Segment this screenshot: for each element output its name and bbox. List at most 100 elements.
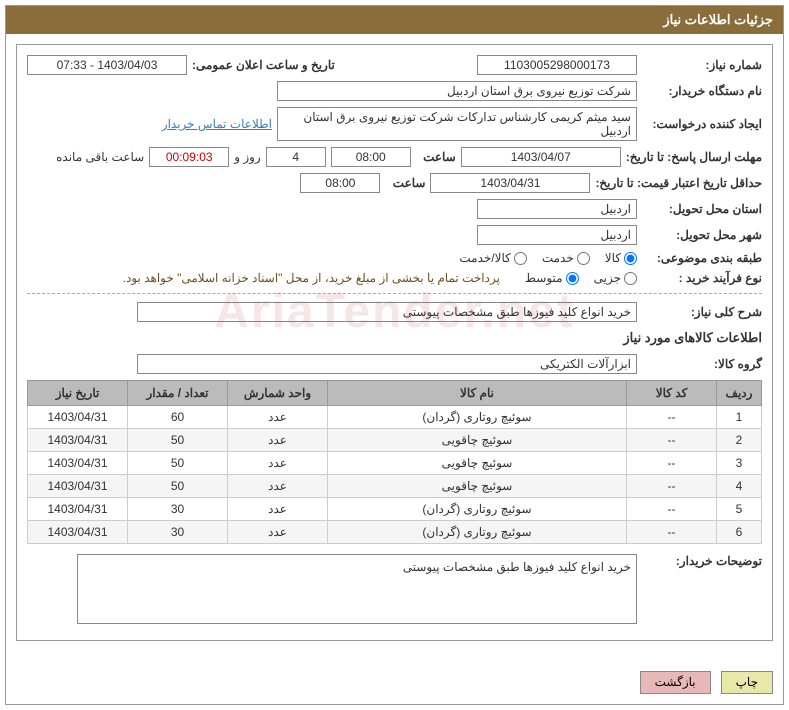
cat-service-item[interactable]: خدمت (542, 251, 590, 265)
cat-goods-service-item[interactable]: کالا/خدمت (459, 251, 526, 265)
pt-small-radio[interactable] (624, 272, 637, 285)
reply-date-field: 1403/04/07 (461, 147, 621, 167)
reply-deadline-label: مهلت ارسال پاسخ: تا تاریخ: (626, 150, 762, 164)
divider-1 (27, 293, 762, 294)
table-cell: 1403/04/31 (28, 406, 128, 429)
table-cell: سوئیچ روتاری (گردان) (328, 406, 627, 429)
table-cell: 50 (128, 429, 228, 452)
goods-table: ردیف کد کالا نام کالا واحد شمارش تعداد /… (27, 380, 762, 544)
general-desc-label: شرح کلی نیاز: (642, 305, 762, 319)
cat-goods-service-label: کالا/خدمت (459, 251, 510, 265)
table-cell: سوئیچ چاقویی (328, 429, 627, 452)
validity-time-field: 08:00 (300, 173, 380, 193)
pt-medium-label: متوسط (525, 271, 563, 285)
reply-time-field: 08:00 (331, 147, 411, 167)
goods-group-field: ابزارآلات الکتریکی (137, 354, 637, 374)
cat-goods-item[interactable]: کالا (605, 251, 637, 265)
th-date: تاریخ نیاز (28, 381, 128, 406)
table-cell: 50 (128, 452, 228, 475)
payment-note: پرداخت تمام یا بخشی از مبلغ خرید، از محل… (123, 271, 500, 285)
pt-small-item[interactable]: جزیی (594, 271, 637, 285)
table-cell: 1403/04/31 (28, 475, 128, 498)
table-cell: -- (627, 475, 717, 498)
details-box: شماره نیاز: 1103005298000173 تاریخ و ساع… (16, 44, 773, 641)
cat-goods-service-radio[interactable] (514, 252, 527, 265)
table-cell: سوئیچ چاقویی (328, 475, 627, 498)
back-button[interactable]: بازگشت (640, 671, 711, 694)
announce-label: تاریخ و ساعت اعلان عمومی: (192, 58, 335, 72)
page-title-bar: جزئیات اطلاعات نیاز (6, 6, 783, 34)
table-cell: سوئیچ روتاری (گردان) (328, 521, 627, 544)
main-container: جزئیات اطلاعات نیاز AriaTender.net شماره… (5, 5, 784, 705)
city-field: اردبیل (477, 225, 637, 245)
table-cell: 50 (128, 475, 228, 498)
table-cell: 1403/04/31 (28, 521, 128, 544)
purchase-type-label: نوع فرآیند خرید : (642, 271, 762, 285)
pt-medium-item[interactable]: متوسط (525, 271, 579, 285)
table-cell: -- (627, 498, 717, 521)
row-city: شهر محل تحویل: اردبیل (27, 225, 762, 245)
goods-group-label: گروه کالا: (642, 357, 762, 371)
countdown-field: 00:09:03 (149, 147, 229, 167)
cat-service-radio[interactable] (577, 252, 590, 265)
row-category: طبقه بندی موضوعی: کالا خدمت کالا/خدمت (27, 251, 762, 265)
row-validity: حداقل تاریخ اعتبار قیمت: تا تاریخ: 1403/… (27, 173, 762, 193)
table-cell: عدد (228, 475, 328, 498)
page-title: جزئیات اطلاعات نیاز (663, 12, 773, 27)
cat-goods-radio[interactable] (624, 252, 637, 265)
table-row: 3--سوئیچ چاقوییعدد501403/04/31 (28, 452, 762, 475)
row-request-no: شماره نیاز: 1103005298000173 تاریخ و ساع… (27, 55, 762, 75)
creator-label: ایجاد کننده درخواست: (642, 117, 762, 131)
table-cell: 1403/04/31 (28, 498, 128, 521)
table-cell: سوئیچ چاقویی (328, 452, 627, 475)
table-cell: 6 (717, 521, 762, 544)
contact-link[interactable]: اطلاعات تماس خریدار (162, 117, 272, 131)
pt-medium-radio[interactable] (566, 272, 579, 285)
purchase-type-radio-group: جزیی متوسط (525, 271, 637, 285)
table-row: 6--سوئیچ روتاری (گردان)عدد301403/04/31 (28, 521, 762, 544)
table-cell: 30 (128, 521, 228, 544)
time-label-1: ساعت (416, 150, 456, 164)
announce-field: 1403/04/03 - 07:33 (27, 55, 187, 75)
table-cell: عدد (228, 406, 328, 429)
table-cell: 1403/04/31 (28, 429, 128, 452)
buyer-notes-label: توضیحات خریدار: (642, 554, 762, 568)
table-cell: 2 (717, 429, 762, 452)
category-radio-group: کالا خدمت کالا/خدمت (459, 251, 637, 265)
row-buyer-notes: توضیحات خریدار: خرید انواع کلید فیوزها ط… (27, 554, 762, 624)
general-desc-field: خرید انواع کلید فیوزها طبق مشخصات پیوستی (137, 302, 637, 322)
creator-field: سید میثم کریمی کارشناس تدارکات شرکت توزی… (277, 107, 637, 141)
th-row: ردیف (717, 381, 762, 406)
days-field: 4 (266, 147, 326, 167)
th-name: نام کالا (328, 381, 627, 406)
th-qty: تعداد / مقدار (128, 381, 228, 406)
buyer-org-label: نام دستگاه خریدار: (642, 84, 762, 98)
table-row: 2--سوئیچ چاقوییعدد501403/04/31 (28, 429, 762, 452)
buyer-notes-field: خرید انواع کلید فیوزها طبق مشخصات پیوستی (77, 554, 637, 624)
time-label-2: ساعت (385, 176, 425, 190)
table-cell: عدد (228, 429, 328, 452)
row-buyer-org: نام دستگاه خریدار: شرکت توزیع نیروی برق … (27, 81, 762, 101)
row-general-desc: شرح کلی نیاز: خرید انواع کلید فیوزها طبق… (27, 302, 762, 322)
days-suffix: روز و (234, 150, 261, 164)
pt-small-label: جزیی (594, 271, 621, 285)
table-cell: -- (627, 521, 717, 544)
row-goods-group: گروه کالا: ابزارآلات الکتریکی (27, 354, 762, 374)
table-cell: -- (627, 452, 717, 475)
table-cell: -- (627, 406, 717, 429)
table-row: 1--سوئیچ روتاری (گردان)عدد601403/04/31 (28, 406, 762, 429)
th-unit: واحد شمارش (228, 381, 328, 406)
validity-label: حداقل تاریخ اعتبار قیمت: تا تاریخ: (595, 176, 762, 190)
print-button[interactable]: چاپ (721, 671, 773, 694)
city-label: شهر محل تحویل: (642, 228, 762, 242)
table-cell: عدد (228, 452, 328, 475)
table-cell: 30 (128, 498, 228, 521)
table-row: 5--سوئیچ روتاری (گردان)عدد301403/04/31 (28, 498, 762, 521)
validity-date-field: 1403/04/31 (430, 173, 590, 193)
goods-info-title: اطلاعات کالاهای مورد نیاز (27, 330, 762, 346)
cat-service-label: خدمت (542, 251, 574, 265)
th-code: کد کالا (627, 381, 717, 406)
row-reply-deadline: مهلت ارسال پاسخ: تا تاریخ: 1403/04/07 سا… (27, 147, 762, 167)
table-cell: 3 (717, 452, 762, 475)
table-cell: عدد (228, 498, 328, 521)
